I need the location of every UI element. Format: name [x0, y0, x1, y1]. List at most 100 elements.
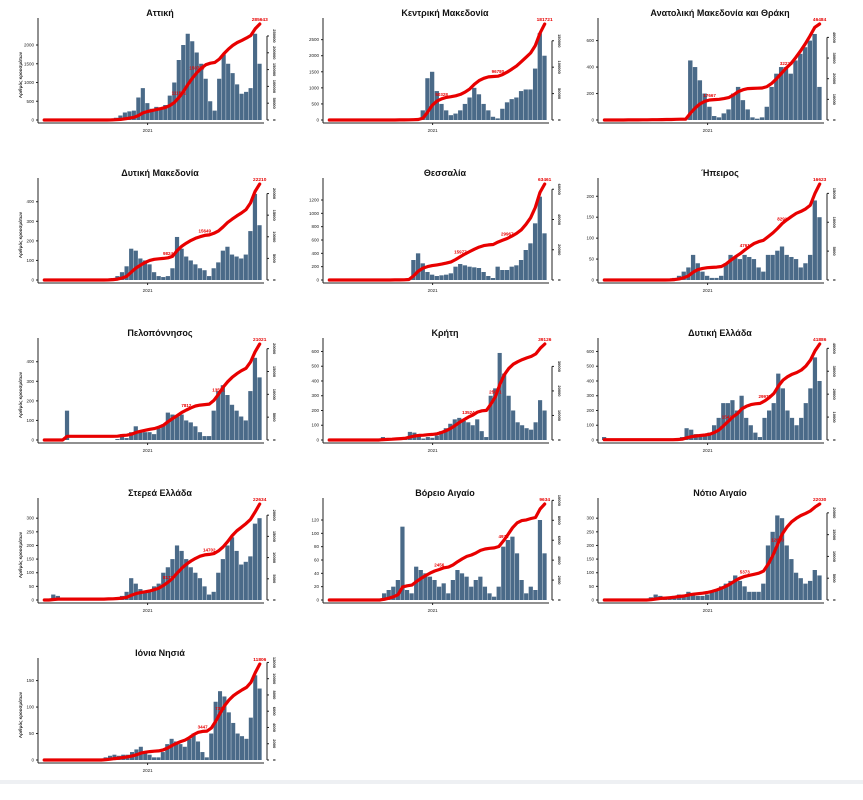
bar — [198, 268, 202, 280]
y-tick-label: 0 — [316, 278, 319, 283]
y-tick-label: 400 — [311, 251, 319, 256]
bar — [184, 420, 188, 440]
right-tick-label: 0 — [272, 279, 277, 282]
cumulative-label: 7391 — [215, 706, 226, 711]
bar — [466, 422, 470, 440]
bar — [808, 388, 812, 440]
y-tick-label: 0 — [591, 438, 594, 443]
bar — [760, 117, 764, 120]
bar — [244, 739, 248, 760]
bar — [152, 272, 156, 280]
x-tick-label: 2021 — [428, 608, 439, 613]
chart-svg: Ήπειρος050100150200202105000100001500016… — [560, 160, 850, 320]
bar — [253, 194, 257, 280]
y-tick-label: 1000 — [309, 85, 320, 90]
y-tick-label: 500 — [311, 101, 319, 106]
right-tick-label: 4000 — [272, 723, 277, 733]
bar — [231, 73, 235, 120]
bar — [425, 272, 429, 280]
bar — [767, 410, 771, 440]
bar — [253, 675, 257, 760]
y-tick-label: 1500 — [24, 61, 35, 66]
bar — [458, 264, 462, 280]
bar — [230, 405, 234, 440]
right-tick-label: 40000 — [832, 32, 837, 44]
bar — [502, 374, 506, 440]
chart-svg: Κεντρική Μακεδονία0500100015002000250020… — [285, 0, 575, 160]
bar — [455, 570, 459, 600]
bar — [524, 593, 528, 600]
bar — [696, 596, 700, 600]
bar — [538, 400, 542, 440]
bar — [222, 54, 226, 120]
bar — [453, 419, 457, 440]
cumulative-label: 12620 — [771, 538, 784, 543]
chart-title: Ήπειρος — [701, 168, 739, 178]
chart-title: Νότιο Αιγαίο — [693, 488, 747, 498]
bar — [453, 267, 457, 280]
x-tick-label: 2021 — [428, 288, 439, 293]
y-tick-label: 1000 — [24, 80, 35, 85]
cumulative-label: 50328 — [435, 92, 448, 97]
bar — [198, 578, 202, 600]
bar — [497, 587, 501, 600]
cumulative-label: 111521 — [172, 91, 187, 96]
right-tick-label: 10000 — [272, 673, 277, 685]
bar — [538, 197, 542, 280]
bar — [481, 104, 485, 120]
right-tick-label: 0 — [832, 279, 837, 282]
y-tick-label: 0 — [31, 118, 34, 123]
bar — [221, 385, 225, 440]
bar — [249, 88, 253, 120]
bar — [212, 592, 216, 600]
y-tick-label: 200 — [26, 238, 34, 243]
cumulative-label: 96780 — [492, 69, 505, 74]
final-total-label: 63461 — [538, 177, 552, 183]
bar — [458, 110, 462, 120]
cumulative-label: 13524 — [462, 410, 475, 415]
bar — [772, 403, 776, 440]
bar — [193, 426, 197, 440]
bar — [138, 258, 142, 280]
y-tick-label: 100 — [311, 423, 319, 428]
right-tick-label: 50000 — [272, 98, 277, 110]
bar — [410, 593, 414, 600]
bar — [480, 431, 484, 440]
bar — [780, 247, 784, 280]
bar — [231, 723, 235, 760]
bar — [175, 417, 179, 440]
bar — [421, 439, 425, 440]
bar — [496, 118, 500, 120]
bar — [514, 265, 518, 280]
y-tick-label: 250 — [26, 529, 34, 534]
cumulative-label: 4761 — [740, 243, 751, 248]
bar — [239, 258, 243, 280]
bar — [474, 580, 478, 600]
y-axis-label: Αριθμός κρουσμάτων — [18, 51, 24, 98]
y-tick-label: 150 — [586, 557, 594, 562]
bar — [257, 377, 261, 440]
cumulative-label: 150763 — [189, 66, 205, 71]
y-tick-label: 150 — [26, 678, 34, 683]
bar — [707, 107, 711, 120]
bar — [712, 116, 716, 120]
bar — [804, 403, 808, 440]
right-tick-label: 20000 — [272, 343, 277, 355]
bar — [705, 276, 709, 280]
y-tick-label: 100 — [26, 570, 34, 575]
right-tick-label: 5000 — [272, 413, 277, 423]
y-axis-label: Αριθμός κρουσμάτων — [18, 371, 24, 418]
bar — [442, 583, 446, 600]
bar — [186, 34, 190, 120]
y-tick-label: 100 — [26, 418, 34, 423]
final-total-label: 16623 — [813, 177, 827, 183]
bar — [803, 47, 807, 120]
bar — [484, 437, 488, 440]
y-tick-label: 250 — [586, 529, 594, 534]
bar — [430, 275, 434, 280]
bar — [435, 276, 439, 280]
bar — [516, 422, 520, 440]
